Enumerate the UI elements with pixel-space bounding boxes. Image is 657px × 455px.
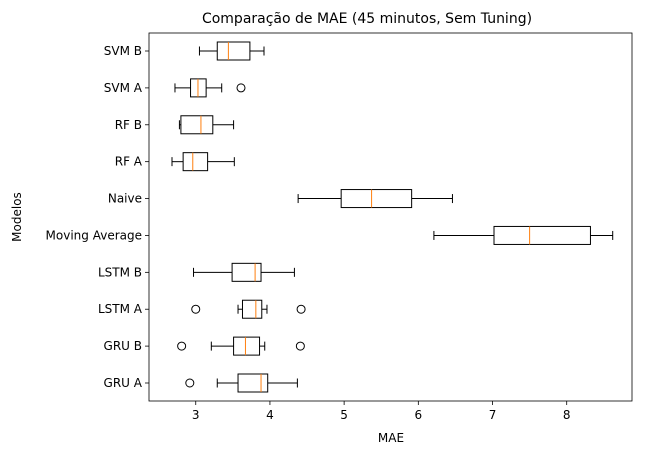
- box-iqr: [340, 189, 413, 209]
- x-axis-label: MAE: [378, 431, 404, 445]
- y-tick-label: LSTM B: [98, 265, 142, 279]
- box-iqr: [216, 41, 251, 61]
- y-axis-label: Modelos: [10, 192, 24, 242]
- x-tick-label: 7: [489, 408, 497, 422]
- outlier-point: [185, 378, 195, 388]
- y-tick-label: RF A: [115, 155, 143, 169]
- y-tick-label: RF B: [115, 118, 142, 132]
- x-tick-label: 5: [340, 408, 348, 422]
- outlier-point: [236, 83, 246, 93]
- y-tick-label: LSTM A: [98, 302, 143, 316]
- x-tick-label: 3: [192, 408, 200, 422]
- y-tick-label: SVM A: [104, 81, 143, 95]
- y-tick-label: Naive: [108, 192, 142, 206]
- y-tick-label: GRU A: [104, 376, 143, 390]
- x-tick-label: 6: [415, 408, 423, 422]
- box-iqr: [237, 373, 269, 393]
- y-tick-label: Moving Average: [46, 228, 142, 242]
- box-iqr: [493, 225, 591, 245]
- x-tick-label: 4: [266, 408, 274, 422]
- chart-marks: [171, 41, 614, 393]
- outlier-point: [191, 304, 201, 314]
- chart-title: Comparação de MAE (45 minutos, Sem Tunin…: [202, 11, 532, 27]
- y-axis-ticks: GRU A GRU B LSTM A LSTM B Moving Average Naiv…: [46, 44, 149, 390]
- box-iqr: [241, 299, 263, 319]
- plot-area: [148, 32, 633, 402]
- y-tick-label: SVM B: [104, 44, 142, 58]
- outlier-point: [296, 304, 306, 314]
- box-iqr: [182, 152, 209, 172]
- box-iqr: [231, 262, 262, 282]
- outlier-point: [295, 341, 305, 351]
- outlier-point: [177, 341, 187, 351]
- x-axis-ticks: 3 4 5 6 7 8: [192, 401, 571, 422]
- box-iqr: [233, 336, 261, 356]
- box-iqr: [180, 115, 214, 135]
- y-tick-label: GRU B: [104, 339, 142, 353]
- x-tick-label: 8: [563, 408, 571, 422]
